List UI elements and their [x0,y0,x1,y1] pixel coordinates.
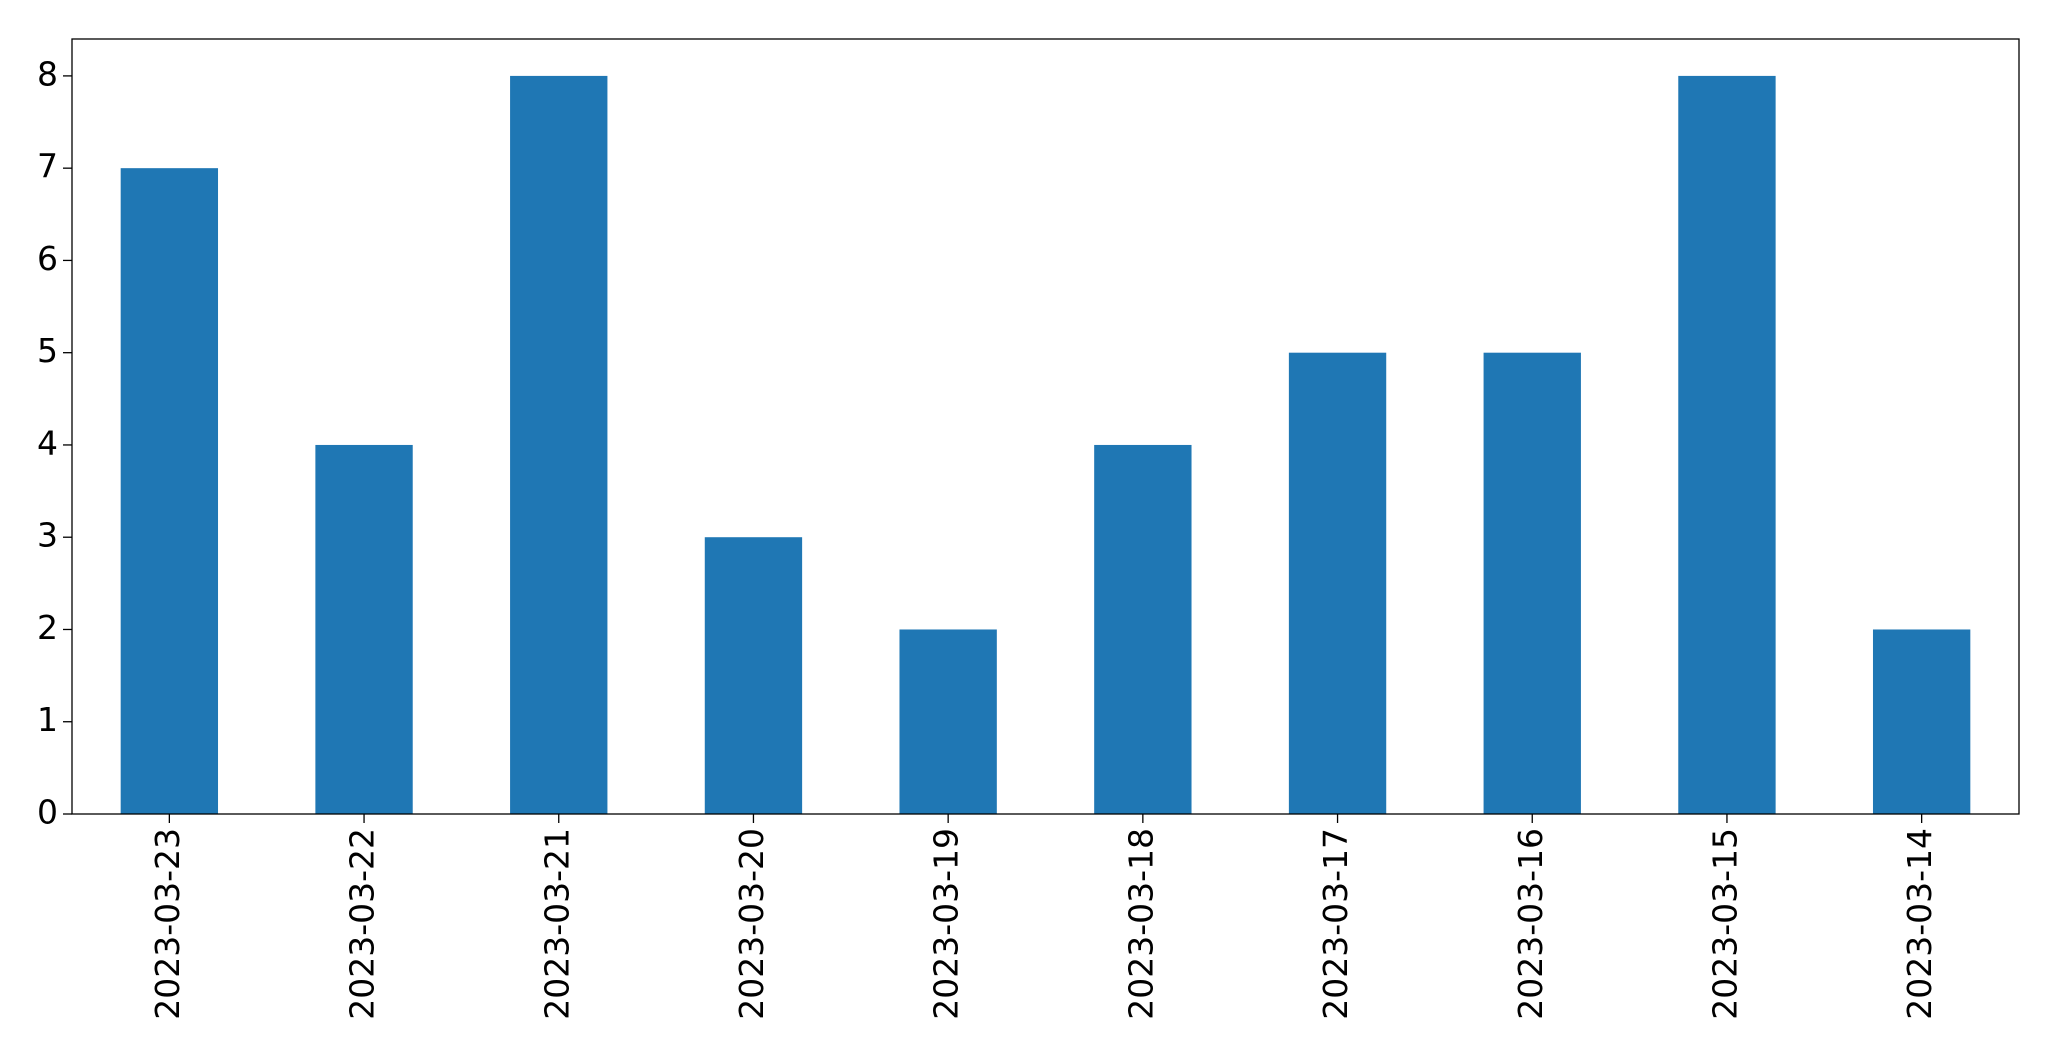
bar [899,629,997,814]
bar [1288,352,1387,814]
y-tick-label: 8 [37,54,58,93]
y-tick-label: 3 [37,516,58,555]
bar [1094,444,1192,814]
x-tick-label: 2023-03-16 [1511,828,1550,1020]
x-tick-label: 2023-03-17 [1316,828,1355,1020]
y-tick-label: 7 [37,147,58,186]
bar [510,75,608,814]
plot-frame [71,38,2020,815]
bar [1678,75,1776,814]
x-tick-label: 2023-03-18 [1121,828,1160,1020]
x-tick-label: 2023-03-23 [148,828,187,1020]
x-tick-label: 2023-03-14 [1900,828,1939,1020]
y-tick-label: 0 [37,793,58,832]
bar [1483,352,1581,814]
x-tick-label: 2023-03-19 [927,828,966,1020]
y-tick-label: 5 [37,331,58,370]
x-tick-label: 2023-03-21 [537,828,576,1020]
bar [315,444,413,814]
bar [1872,629,1971,814]
x-tick-label: 2023-03-20 [732,828,771,1020]
y-tick-label: 6 [37,239,58,278]
x-tick-label: 2023-03-22 [343,828,382,1020]
y-tick-label: 1 [37,700,58,739]
bar [120,168,219,814]
y-tick-label: 2 [37,608,58,647]
bar [704,537,803,814]
x-tick-label: 2023-03-15 [1705,828,1744,1020]
y-tick-label: 4 [37,423,58,462]
